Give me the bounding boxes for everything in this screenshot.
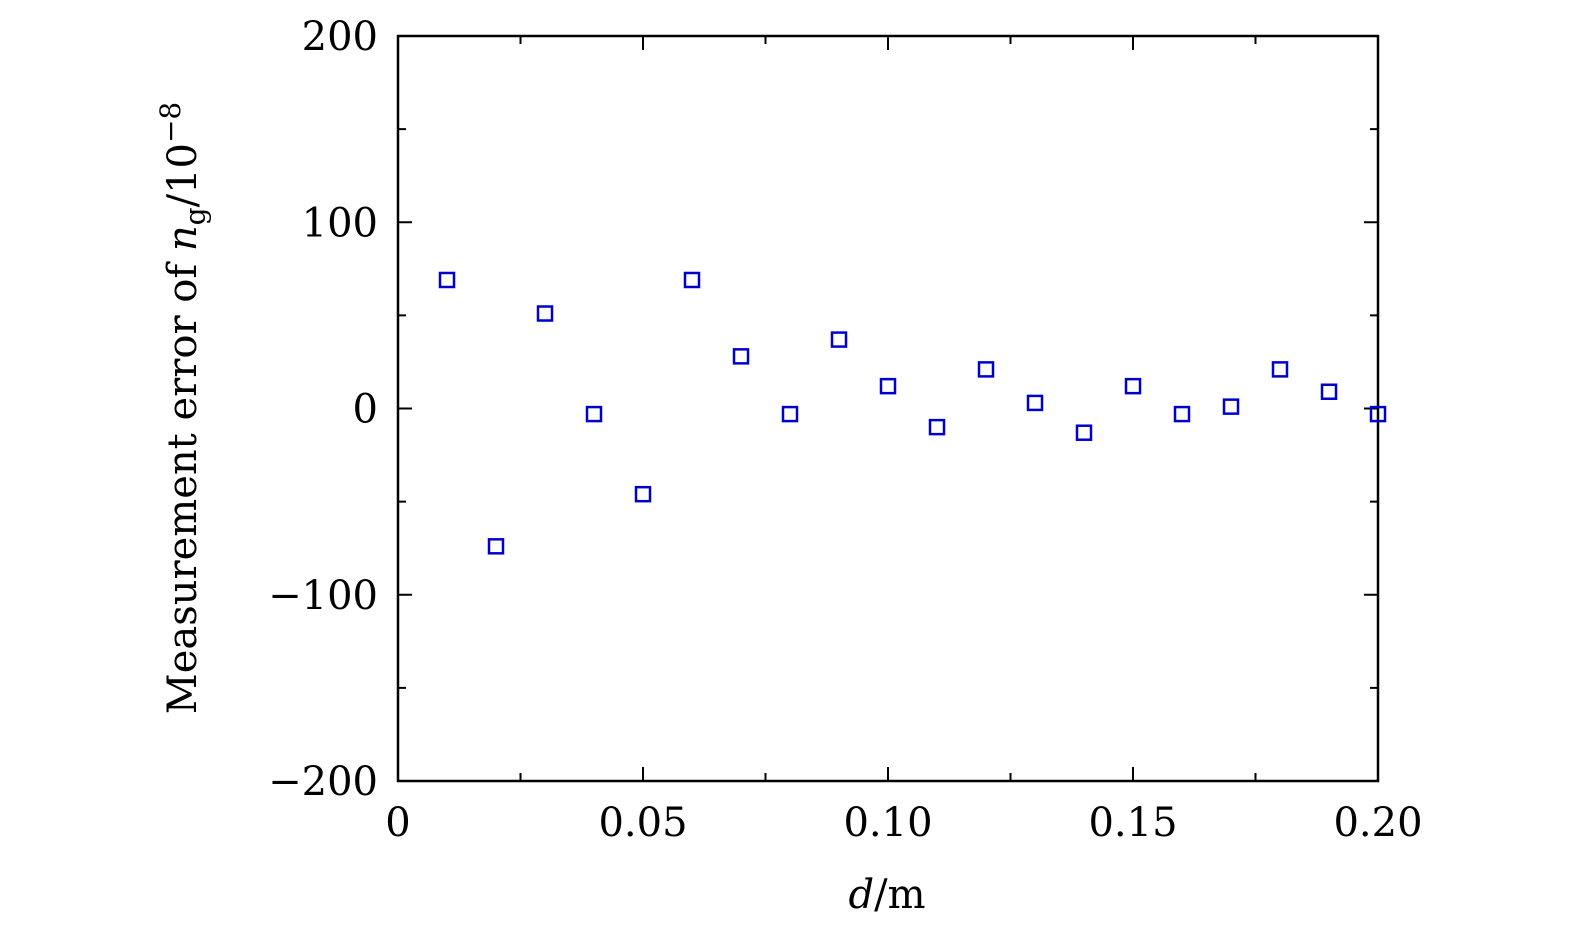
data-point [1124, 377, 1142, 395]
data-point [683, 271, 701, 289]
data-point [1369, 405, 1387, 423]
data-point [879, 377, 897, 395]
x-axis-separator: / [874, 872, 888, 918]
y-axis-label-prefix: Measurement error of [160, 251, 206, 714]
y-tick-label: 200 [302, 14, 378, 60]
data-point [487, 538, 505, 555]
data-point [1271, 361, 1289, 378]
x-tick-label: 0 [385, 800, 410, 846]
y-tick-label: 100 [302, 200, 378, 246]
data-point [536, 305, 554, 322]
y-tick-label: −200 [268, 759, 378, 805]
x-tick-label: 0.10 [843, 800, 932, 846]
x-axis-unit: m [888, 872, 926, 918]
data-point [732, 348, 750, 365]
data-point [585, 405, 603, 423]
x-axis-variable: d [848, 872, 874, 918]
data-point [1222, 398, 1240, 415]
data-point [1173, 405, 1191, 423]
x-tick-label: 0.20 [1333, 800, 1422, 846]
data-point [977, 361, 995, 378]
y-tick-label: −100 [268, 573, 378, 619]
y-tick-label: 0 [353, 387, 378, 433]
x-tick-labels: 0 0.05 0.10 0.15 0.20 [385, 800, 1422, 846]
data-point [438, 271, 456, 289]
data-point [928, 418, 946, 436]
x-axis-label: d/m [848, 872, 925, 918]
x-tick-label: 0.05 [598, 800, 687, 846]
y-tick-labels: −200 −100 0 100 200 [268, 14, 378, 805]
y-axis-exponent: −8 [154, 102, 187, 143]
data-point [634, 485, 652, 503]
plot-frame [396, 34, 1380, 783]
data-point [1026, 394, 1044, 412]
axis-ticks [397, 35, 1379, 782]
data-point [1075, 424, 1093, 441]
y-axis-label-suffix: /10 [160, 143, 206, 207]
data-point [781, 405, 799, 423]
data-point [830, 331, 848, 348]
x-tick-label: 0.15 [1088, 800, 1177, 846]
data-points [438, 271, 1387, 555]
y-axis-subscript: g [179, 207, 212, 225]
y-axis-variable: n [160, 225, 206, 251]
y-axis-label: Measurement error of ng/10−8 [154, 102, 212, 715]
data-point [1320, 383, 1338, 400]
